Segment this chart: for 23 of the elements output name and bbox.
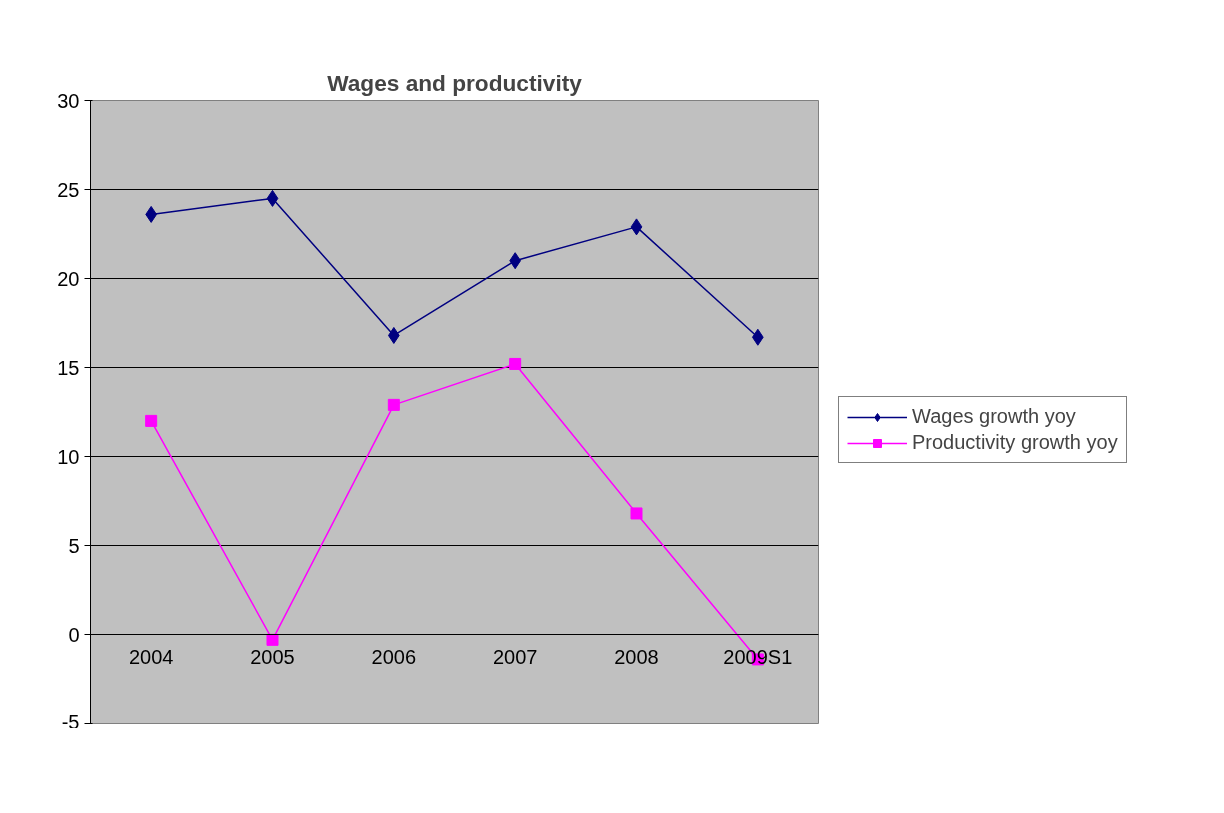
x-tick-label: 2006 [371, 645, 417, 668]
point [387, 398, 400, 411]
y-tick-label: -5 [61, 710, 80, 733]
legend-label: Wages growth yoy [912, 405, 1076, 428]
y-tick-label: 0 [68, 623, 80, 646]
chart-title: Wages and productivity [327, 69, 583, 96]
x-tick-label: 2007 [492, 645, 538, 668]
y-tick-label: 30 [57, 89, 80, 112]
legend-label: Productivity growth yoy [912, 431, 1118, 454]
point [630, 507, 643, 520]
point [266, 633, 279, 646]
x-tick-label: 2008 [614, 645, 659, 668]
point [509, 357, 522, 370]
x-tick-label: 2004 [128, 645, 174, 668]
y-tick-label: 10 [57, 445, 80, 468]
y-tick-label: 20 [57, 267, 80, 290]
y-tick-label: 5 [68, 534, 80, 557]
y-tick-label: 15 [57, 356, 80, 379]
x-tick-label: 2005 [250, 645, 295, 668]
point [266, 189, 279, 207]
point [145, 414, 158, 427]
point [630, 218, 643, 236]
y-tick-label: 25 [57, 178, 80, 201]
